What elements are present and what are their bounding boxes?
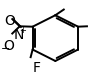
Text: O: O [4,39,15,53]
Text: +: + [20,26,26,35]
Text: −: − [1,44,10,54]
Text: N: N [14,28,24,42]
Text: O: O [5,14,16,28]
Text: F: F [33,61,41,75]
